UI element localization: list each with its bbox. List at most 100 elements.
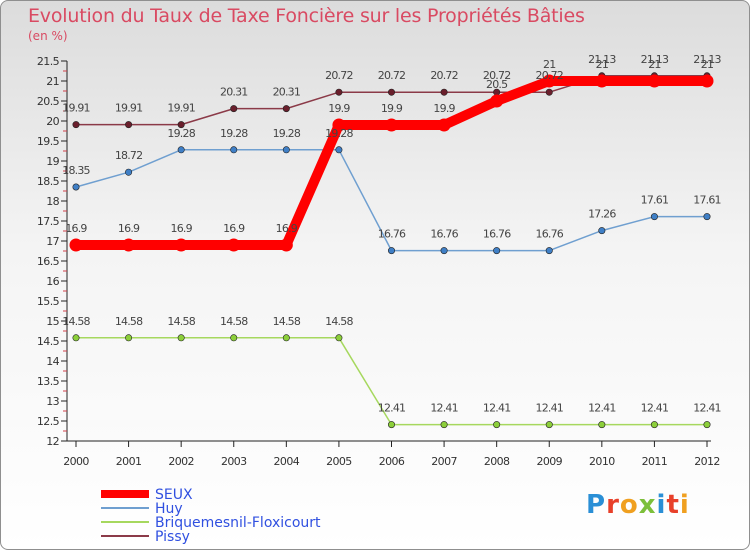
x-tick-label: 2004 (274, 455, 300, 468)
logo-letter: t (666, 490, 680, 520)
data-label: 16.76 (536, 228, 564, 241)
data-label: 20.31 (220, 86, 248, 99)
legend-label: Briquemesnil-Floxicourt (155, 515, 321, 531)
data-label: 17.61 (641, 194, 669, 207)
logo-letter: x (638, 490, 657, 520)
data-point (545, 247, 553, 255)
y-tick-label: 19.5 (37, 135, 60, 148)
data-point (493, 421, 501, 429)
data-label: 20.72 (378, 69, 406, 82)
data-label: 19.28 (220, 127, 248, 140)
data-point (387, 88, 395, 96)
data-point (385, 118, 398, 132)
y-tick-label: 20.5 (37, 95, 60, 108)
data-point (122, 238, 136, 252)
x-tick-label: 2000 (63, 455, 89, 468)
x-tick-label: 2008 (484, 455, 510, 468)
x-tick-label: 2009 (536, 455, 562, 468)
data-point (437, 118, 451, 132)
y-tick-label: 13.5 (37, 375, 60, 388)
data-label: 16.9 (65, 222, 87, 235)
logo-letter: o (619, 490, 639, 520)
y-tick-label: 12 (46, 435, 59, 448)
data-point (125, 334, 133, 342)
data-point (230, 334, 238, 342)
x-tick-label: 2011 (642, 455, 668, 468)
data-point (700, 74, 714, 88)
y-tick-label: 16.5 (37, 255, 60, 268)
data-label: 12.41 (430, 402, 458, 415)
data-label: 21.13 (693, 53, 721, 66)
data-label: 16.9 (171, 222, 193, 235)
logo-letter: i (656, 490, 667, 520)
y-tick-label: 12.5 (37, 415, 60, 428)
data-label: 16.76 (430, 228, 458, 241)
data-label: 19.9 (381, 102, 403, 115)
y-tick-label: 21 (46, 75, 59, 88)
data-label: 21 (543, 58, 555, 71)
data-point (335, 88, 343, 96)
data-label: 12.41 (536, 402, 564, 415)
data-label: 20.72 (430, 69, 458, 82)
y-tick-label: 20 (46, 115, 59, 128)
logo-letter: i (679, 490, 690, 520)
data-point (125, 168, 133, 176)
y-tick-label: 16 (46, 275, 59, 288)
data-label: 19.28 (273, 127, 301, 140)
data-point (282, 146, 290, 154)
data-label: 20.72 (536, 69, 564, 82)
data-label: 20.72 (325, 69, 353, 82)
x-tick-label: 2006 (379, 455, 405, 468)
data-label: 14.58 (62, 315, 90, 328)
y-tick-label: 14.5 (37, 335, 60, 348)
chart-unit-label: (en %) (28, 29, 68, 43)
legend-label: Huy (155, 501, 183, 517)
data-point (703, 213, 711, 221)
data-label: 14.58 (220, 315, 248, 328)
data-point (387, 247, 395, 255)
data-point (230, 146, 238, 154)
y-tick-label: 14 (46, 355, 59, 368)
data-label: 19.9 (433, 102, 455, 115)
data-point (177, 121, 185, 129)
chart-title: Evolution du Taux de Taxe Foncière sur l… (28, 5, 585, 27)
y-tick-label: 17.5 (37, 215, 60, 228)
data-label: 19.91 (62, 102, 90, 115)
x-tick-label: 2005 (326, 455, 352, 468)
data-label: 14.58 (115, 315, 143, 328)
proxiti-logo: Proxiti (586, 490, 690, 520)
data-point (335, 146, 343, 154)
data-label: 21 (596, 58, 608, 71)
data-label: 19.9 (328, 102, 350, 115)
data-label: 20.72 (483, 69, 511, 82)
data-label: 20.31 (273, 86, 301, 99)
logo-letter: P (586, 490, 607, 520)
data-point (72, 183, 80, 191)
data-point (598, 227, 606, 235)
data-point (493, 247, 501, 255)
data-point (72, 334, 80, 342)
data-point (227, 238, 241, 252)
data-label: 12.41 (588, 402, 616, 415)
data-label: 20.5 (486, 78, 508, 91)
data-label: 16.9 (118, 222, 140, 235)
data-label: 19.91 (167, 102, 195, 115)
y-tick-label: 18 (46, 195, 59, 208)
data-point (332, 118, 346, 132)
data-label: 14.58 (167, 315, 195, 328)
x-tick-label: 2001 (116, 455, 142, 468)
data-label: 16.9 (276, 222, 298, 235)
data-point (440, 247, 448, 255)
data-point (279, 238, 293, 252)
legend-label: SEUX (155, 487, 193, 503)
data-point (69, 238, 83, 252)
data-label: 17.26 (588, 208, 616, 221)
x-tick-label: 2012 (694, 455, 720, 468)
x-tick-label: 2007 (431, 455, 457, 468)
data-point (440, 421, 448, 429)
data-point (545, 421, 553, 429)
data-point (177, 146, 185, 154)
y-tick-label: 13 (46, 395, 59, 408)
